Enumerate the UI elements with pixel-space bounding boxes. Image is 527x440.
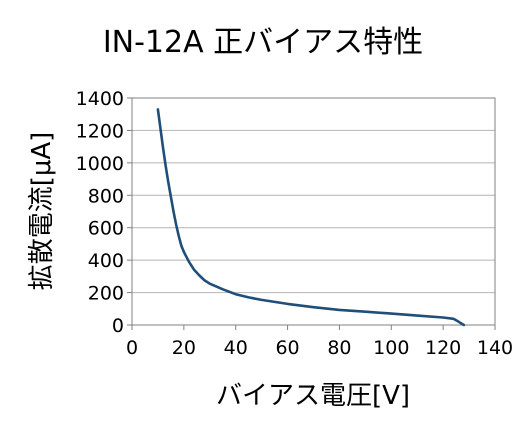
y-tick-label: 800 — [88, 185, 124, 207]
x-tick-label: 140 — [477, 337, 513, 359]
series-layer — [156, 108, 466, 327]
chart-title: IN-12A 正バイアス特性 — [103, 25, 423, 60]
y-axis-label: 拡散電流[μA] — [27, 132, 57, 291]
x-tick-label: 40 — [224, 337, 248, 359]
y-tick-label: 1400 — [76, 88, 124, 110]
series-line — [156, 108, 466, 327]
y-tick-label: 1000 — [76, 153, 124, 175]
x-tick-label: 100 — [373, 337, 409, 359]
grid-layer — [132, 129, 495, 294]
y-tick-label: 1200 — [76, 120, 124, 142]
y-tick-label: 600 — [88, 218, 124, 240]
x-tick-label: 60 — [275, 337, 299, 359]
plot-frame — [131, 97, 496, 326]
x-tick-label: 0 — [126, 337, 138, 359]
y-tick-label: 400 — [88, 250, 124, 272]
y-tick-label: 200 — [88, 283, 124, 305]
x-tick-label: 80 — [327, 337, 351, 359]
x-tick-label: 120 — [425, 337, 461, 359]
x-tick-label: 20 — [172, 337, 196, 359]
y-tick-label: 0 — [112, 315, 124, 337]
x-axis-label: バイアス電圧[V] — [216, 381, 410, 411]
tick-layer: 0 200 400 600 800 1000 1200 1400 0 20 40 60 80 100 120… — [76, 88, 513, 359]
